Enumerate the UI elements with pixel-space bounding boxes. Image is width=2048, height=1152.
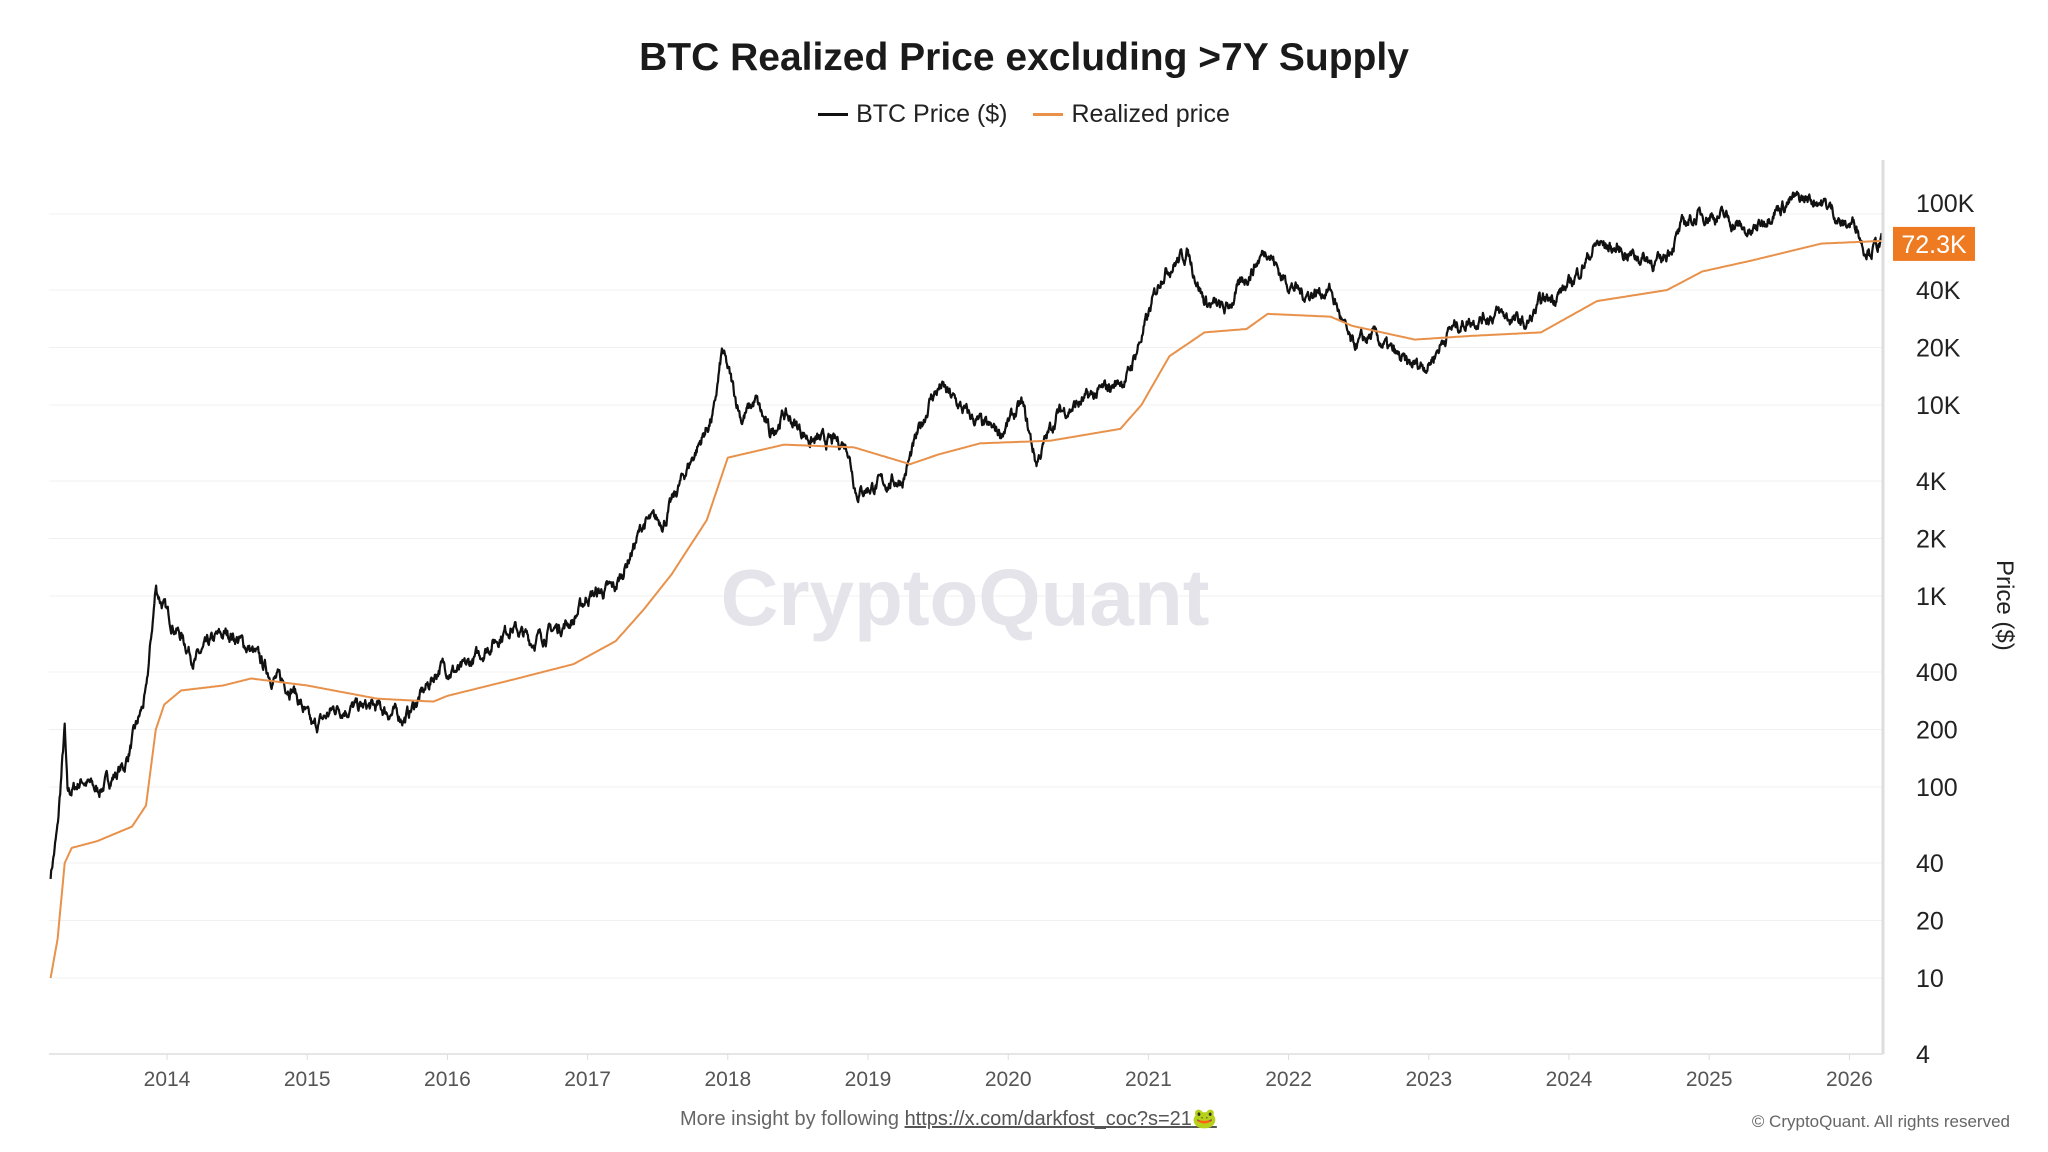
y-tick-label: 10K	[1916, 392, 1961, 420]
x-tick-label: 2022	[1265, 1068, 1312, 1091]
legend-label-btc: BTC Price ($)	[856, 100, 1008, 128]
x-tick-label: 2024	[1546, 1068, 1593, 1091]
footer-link[interactable]: https://x.com/darkfost_coc?s=21🐸	[905, 1108, 1217, 1130]
legend-swatch-btc	[818, 113, 849, 116]
footer-link-text[interactable]: https://x.com/darkfost_coc?s=21	[904, 1108, 1192, 1130]
legend-swatch-realized	[1033, 113, 1064, 116]
x-tick-label: 2018	[704, 1068, 751, 1091]
chart-title: BTC Realized Price excluding >7Y Supply	[639, 36, 1409, 79]
x-tick-label: 2016	[424, 1068, 471, 1091]
current-value-label: 72.3K	[1901, 231, 1967, 259]
x-tick-label: 2019	[845, 1068, 892, 1091]
x-tick-label: 2017	[564, 1068, 611, 1091]
y-tick-label: 400	[1916, 659, 1958, 687]
btc-price-line	[49, 190, 1883, 879]
frog-emoji: 🐸	[1191, 1108, 1217, 1130]
x-tick-label: 2026	[1826, 1068, 1873, 1091]
y-tick-label: 4	[1916, 1041, 1930, 1069]
y-tick-label: 40K	[1916, 277, 1961, 305]
x-tick-label: 2023	[1405, 1068, 1452, 1091]
legend: BTC Price ($) Realized price	[0, 100, 2048, 129]
y-tick-label: 20K	[1916, 335, 1961, 363]
legend-item-btc-price[interactable]: BTC Price ($)	[818, 100, 1007, 129]
y-tick-label: 100K	[1916, 190, 1975, 218]
legend-label-realized: Realized price	[1071, 100, 1230, 128]
y-tick-label: 200	[1916, 717, 1958, 745]
x-tick-label: 2025	[1686, 1068, 1733, 1091]
x-tick-label: 2014	[144, 1068, 191, 1091]
legend-item-realized-price[interactable]: Realized price	[1033, 100, 1230, 129]
footer-prefix: More insight by following	[680, 1108, 899, 1130]
realized-price-line	[49, 239, 1882, 979]
copyright: © CryptoQuant. All rights reserved	[1751, 1112, 2010, 1131]
current-value-badge	[1893, 226, 1975, 261]
y-tick-label: 20	[1916, 908, 1944, 936]
x-tick-label: 2021	[1125, 1068, 1172, 1091]
footer-note: More insight by following https://x.com/…	[680, 1106, 1217, 1131]
y-tick-label: 40	[1916, 850, 1944, 878]
y-axis-label: Price ($)	[1991, 560, 2018, 651]
watermark: CryptoQuant	[721, 553, 1210, 642]
x-tick-label: 2020	[985, 1068, 1032, 1091]
y-tick-label: 2K	[1916, 526, 1947, 554]
y-tick-label: 1K	[1916, 583, 1947, 611]
y-tick-label: 10	[1916, 965, 1944, 993]
y-tick-label: 100	[1916, 774, 1958, 802]
y-tick-label: 4K	[1916, 468, 1947, 496]
x-tick-label: 2015	[284, 1068, 331, 1091]
